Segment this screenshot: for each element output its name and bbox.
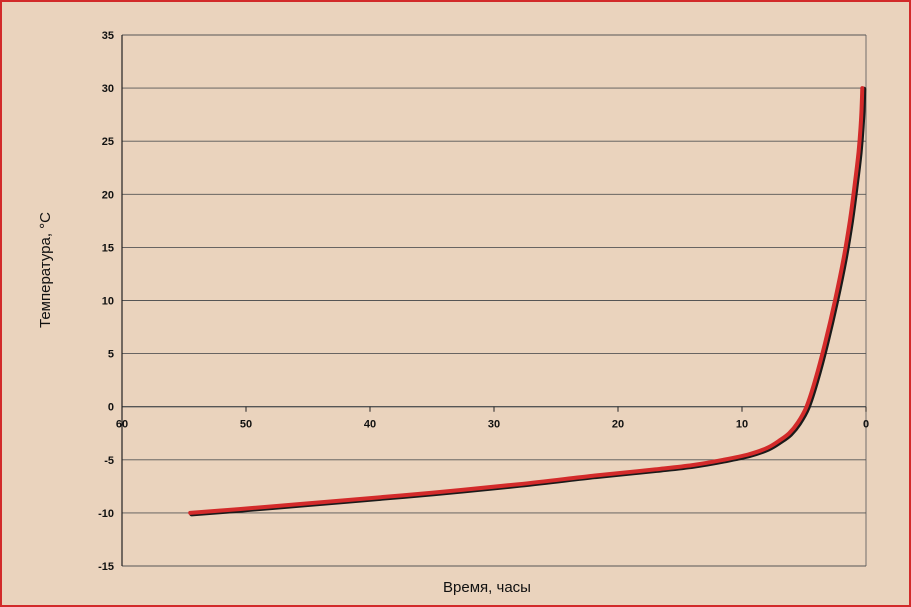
y-tick-label: -5 <box>104 455 114 467</box>
x-axis <box>121 35 867 566</box>
y-tick-label: 30 <box>102 83 114 95</box>
y-axis-label: Температура, °C <box>37 212 54 328</box>
y-axis: 35 30 25 20 15 10 5 0 -5 -10 -15 <box>98 30 114 573</box>
series <box>188 86 867 517</box>
grid <box>122 34 866 567</box>
series-line <box>188 86 865 515</box>
x-tick-label: 30 <box>488 419 500 431</box>
x-tick-label: 50 <box>240 419 252 431</box>
y-tick-label: -15 <box>98 561 114 573</box>
y-tick-label: 10 <box>102 296 114 308</box>
y-tick-label: 5 <box>108 349 114 361</box>
y-tick-label: 35 <box>102 30 114 42</box>
x-axis-label: Время, часы <box>443 579 531 596</box>
y-tick-label: -10 <box>98 508 114 520</box>
x-tick-label: 60 <box>116 419 128 431</box>
x-tick-label: 10 <box>736 419 748 431</box>
x-tick-label: 0 <box>863 419 869 431</box>
x-tick-labels: 60 50 40 30 20 10 0 <box>116 419 869 431</box>
y-tick-label: 20 <box>102 189 114 201</box>
y-tick-label: 0 <box>108 402 114 414</box>
y-tick-label: 15 <box>102 242 114 254</box>
x-tick-label: 40 <box>364 419 376 431</box>
y-tick-label: 25 <box>102 136 114 148</box>
x-tick-label: 20 <box>612 419 624 431</box>
